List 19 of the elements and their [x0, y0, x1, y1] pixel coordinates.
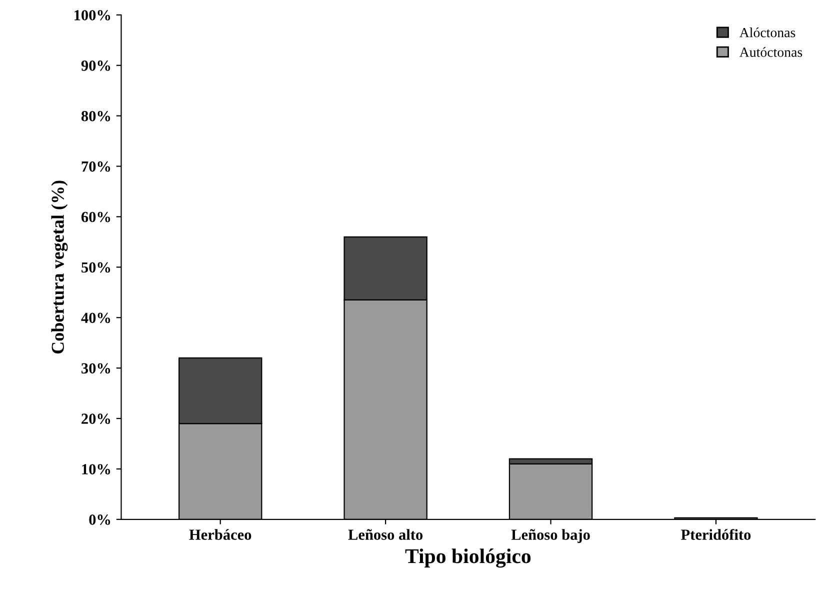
x-tick-label: Leñoso bajo: [511, 529, 590, 543]
legend-label: Autóctonas: [739, 47, 802, 57]
y-axis-title: Cobertura vegetal (%): [51, 180, 68, 354]
y-tick-label: 50%: [82, 262, 110, 273]
y-tick-label: 20%: [82, 414, 110, 424]
y-tick-label: 10%: [82, 464, 110, 474]
y-tick-label: 60%: [81, 212, 110, 222]
y-tick-label: 90%: [81, 60, 110, 71]
x-tick-label: Pteridófito: [681, 528, 751, 540]
y-tick-label: 40%: [81, 312, 110, 324]
x-axis-title: Tipo biológico: [405, 548, 531, 568]
y-tick-label: 30%: [82, 363, 110, 374]
x-tick-label: Leñoso alto: [348, 529, 423, 540]
y-tick-label: 0%: [89, 514, 110, 525]
y-tick-label: 70%: [82, 161, 110, 172]
y-tick-label: 100%: [74, 10, 110, 20]
legend-label: Alóctonas: [739, 27, 796, 38]
x-tick-label: Herbáceo: [189, 529, 252, 540]
y-tick-label: 80%: [81, 110, 110, 122]
